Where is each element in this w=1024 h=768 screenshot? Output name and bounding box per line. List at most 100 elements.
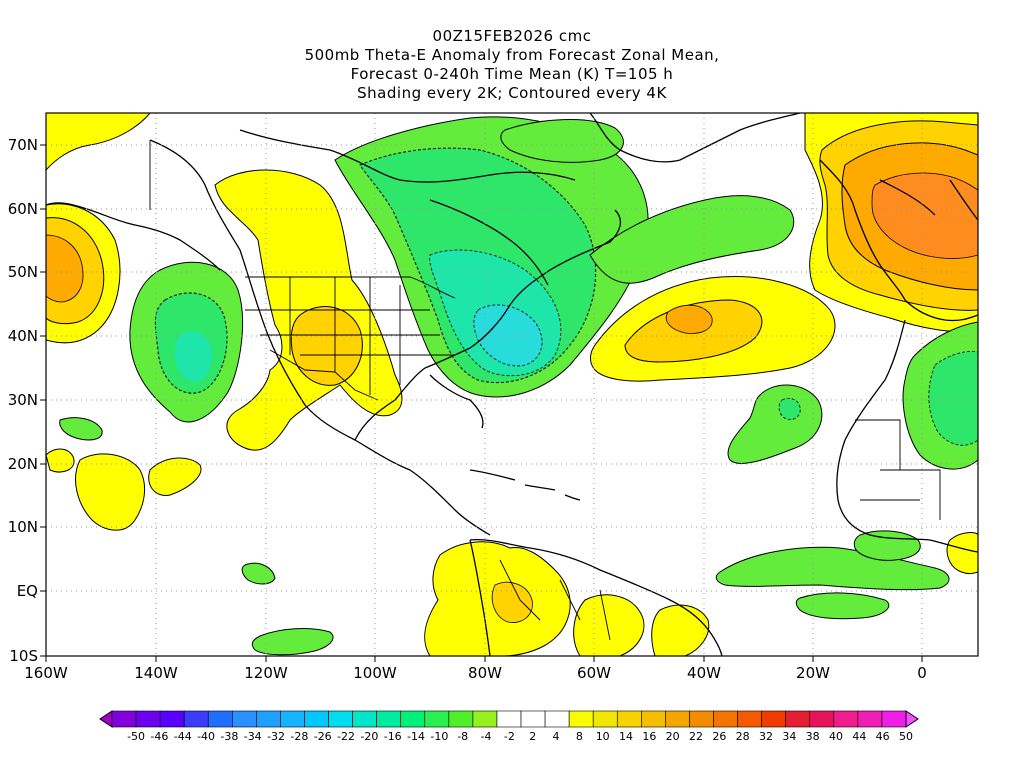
lat-label-60n: 60N	[8, 200, 38, 218]
lon-label-100w: 100W	[353, 664, 397, 682]
colorbar-tick-label: 34	[782, 730, 796, 743]
colorbar	[99, 710, 919, 728]
title-line-4: Shading every 2K; Contoured every 4K	[357, 84, 667, 102]
coastline-gulf	[354, 374, 484, 441]
colorbar-tick-label: 50	[899, 730, 913, 743]
colorbar-swatch	[376, 710, 402, 728]
colorbar-swatch	[400, 710, 426, 728]
region-south-atlantic-warm-2	[651, 604, 710, 656]
colorbar-tick-label: 32	[759, 730, 773, 743]
colorbar-tick-label: -22	[337, 730, 355, 743]
region-central-atlantic-warm-inner	[665, 304, 713, 334]
colorbar-tick-label: 8	[576, 730, 583, 743]
region-europe-warm-core	[871, 172, 978, 259]
lat-label-50n: 50N	[8, 263, 38, 281]
colorbar-tick-label: -34	[244, 730, 262, 743]
lat-label-70n: 70N	[8, 136, 38, 154]
colorbar-swatch	[809, 710, 835, 728]
axis-ticks	[40, 144, 923, 662]
colorbar-swatch	[785, 710, 811, 728]
colorbar-swatch	[592, 710, 618, 728]
region-western-us-warm-core	[290, 306, 363, 386]
colorbar-swatch	[448, 710, 474, 728]
region-tropical-atlantic-cold-2	[795, 592, 890, 620]
colorbar-tick-label: 40	[829, 730, 843, 743]
colorbar-swatch	[207, 710, 233, 728]
lon-label-140w: 140W	[134, 664, 178, 682]
region-tropical-atlantic-cold-3	[251, 628, 334, 656]
colorbar-tick-label: 10	[596, 730, 610, 743]
colorbar-tick-label: -4	[481, 730, 492, 743]
title-line-3: Forecast 0-240h Time Mean (K) T=105 h	[350, 65, 674, 83]
coastline-north-america	[149, 139, 622, 536]
map-frame	[45, 112, 979, 657]
colorbar-swatch	[833, 710, 859, 728]
colorbar-swatch	[496, 710, 522, 728]
colorbar-swatch	[135, 710, 161, 728]
region-ne-pacific-cold-inner	[174, 331, 212, 382]
border-us-states	[245, 277, 455, 395]
lon-label-60w: 60W	[577, 664, 611, 682]
lat-label-10n: 10N	[8, 518, 38, 536]
colorbar-tick-label: -40	[197, 730, 215, 743]
colorbar-swatch	[280, 710, 305, 728]
colorbar-tick-label: -46	[150, 730, 168, 743]
colorbar-tick-label: -38	[220, 730, 238, 743]
colorbar-swatch	[689, 710, 714, 728]
region-south-atlantic-warm	[573, 594, 645, 656]
colorbar-swatch	[256, 710, 281, 728]
colorbar-swatch	[616, 710, 642, 728]
lon-label-0: 0	[917, 664, 927, 682]
colorbar-tick-label: 16	[642, 730, 656, 743]
colorbar-tick-label: -16	[384, 730, 402, 743]
colorbar-swatch	[665, 710, 690, 728]
lat-label-eq: EQ	[17, 582, 38, 600]
coastlines	[46, 113, 978, 656]
lat-label-30n: 30N	[8, 391, 38, 409]
title-line-1: 00Z15FEB2026 cmc	[432, 27, 592, 45]
colorbar-tick-label: 38	[806, 730, 820, 743]
region-eastern-na-cold-core	[473, 304, 543, 367]
region-hawaii-warm	[75, 453, 146, 531]
colorbar-tick-label: 44	[852, 730, 866, 743]
colorbar-tick-label: 20	[666, 730, 680, 743]
colorbar-tick-label: -26	[314, 730, 332, 743]
lon-label-160w: 160W	[24, 664, 68, 682]
region-alaska-gulf-warm-inner	[46, 234, 84, 303]
coastline-greenland	[589, 113, 801, 163]
lat-labels: 70N 60N 50N 40N 30N 20N 10N EQ 10S	[8, 136, 38, 665]
lon-label-80w: 80W	[468, 664, 502, 682]
title-line-2: 500mb Theta-E Anomaly from Forecast Zona…	[304, 46, 720, 64]
border-us-canada	[245, 276, 456, 299]
colorbar-tick-label: -8	[457, 730, 468, 743]
colorbar-arrow-left	[99, 710, 113, 728]
colorbar-labels: -50 -46 -44 -40 -38 -34 -32 -28 -26 -22 -20 -16 -14-…	[127, 730, 913, 743]
lon-label-40w: 40W	[687, 664, 721, 682]
lon-label-120w: 120W	[244, 664, 288, 682]
region-nw-africa-cold-core	[928, 350, 978, 446]
coastline-europe	[819, 159, 978, 322]
colorbar-swatch	[352, 710, 377, 728]
colorbar-swatch	[304, 710, 329, 728]
colorbar-tick-label: 28	[736, 730, 750, 743]
colorbar-tick-label: -10	[430, 730, 448, 743]
colorbar-tick-label: -50	[127, 730, 145, 743]
border-south-america	[499, 559, 611, 641]
region-pacific-cold-speck-1	[59, 417, 103, 441]
anomaly-shading	[46, 113, 978, 656]
colorbar-tick-label: -20	[360, 730, 378, 743]
colorbar-swatch	[737, 710, 762, 728]
colorbar-tick-label: 14	[619, 730, 633, 743]
colorbar-swatch	[520, 710, 546, 728]
coastline-caribbean-islands	[469, 469, 581, 501]
colorbar-tick-label: 22	[689, 730, 703, 743]
lat-label-10s: 10S	[9, 647, 38, 665]
region-africa-west-cold	[853, 530, 921, 561]
colorbar-swatch	[761, 710, 786, 728]
colorbar-tick-label: -32	[267, 730, 285, 743]
region-north-atlantic-cold-strip	[589, 195, 795, 284]
colorbar-swatch	[641, 710, 666, 728]
lat-label-40n: 40N	[8, 327, 38, 345]
political-borders	[149, 140, 941, 641]
